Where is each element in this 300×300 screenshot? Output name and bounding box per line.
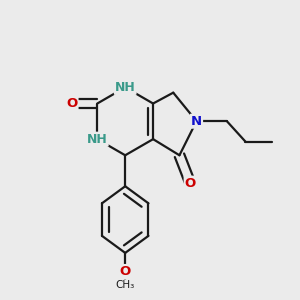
Text: O: O <box>66 97 77 110</box>
Text: NH: NH <box>115 81 136 94</box>
Text: NH: NH <box>87 133 108 146</box>
Text: O: O <box>120 265 131 278</box>
Text: N: N <box>191 115 202 128</box>
Text: O: O <box>185 177 196 190</box>
Text: CH₃: CH₃ <box>116 280 135 290</box>
